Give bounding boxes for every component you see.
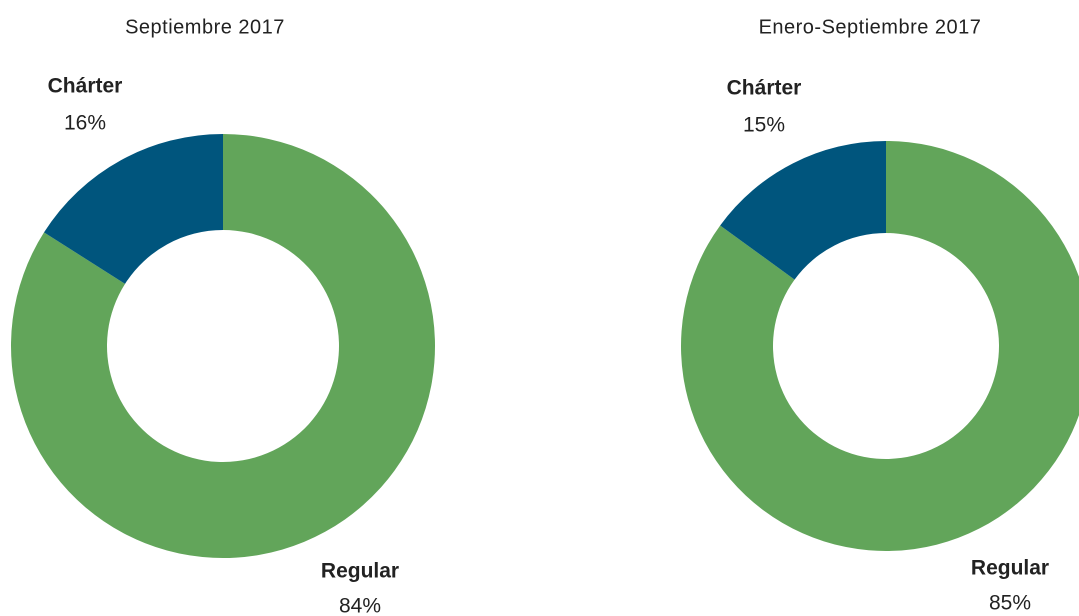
slice-name: Chárter xyxy=(727,77,802,100)
donut-slice xyxy=(10,134,435,558)
chart-title: Septiembre 2017 xyxy=(125,16,285,38)
donut-slice xyxy=(681,141,1079,551)
donut-slice xyxy=(44,134,224,284)
slice-name: Regular xyxy=(321,560,399,583)
slice-value-label: 85% xyxy=(989,592,1031,615)
donut-slice xyxy=(720,141,886,280)
chart-title: Enero-Septiembre 2017 xyxy=(759,16,982,38)
slice-name: Regular xyxy=(971,557,1049,580)
slice-name: Chárter xyxy=(48,75,123,98)
slice-value-label: 16% xyxy=(64,112,106,135)
slice-value-label: 84% xyxy=(339,595,381,616)
slice-value-label: 15% xyxy=(743,114,785,137)
